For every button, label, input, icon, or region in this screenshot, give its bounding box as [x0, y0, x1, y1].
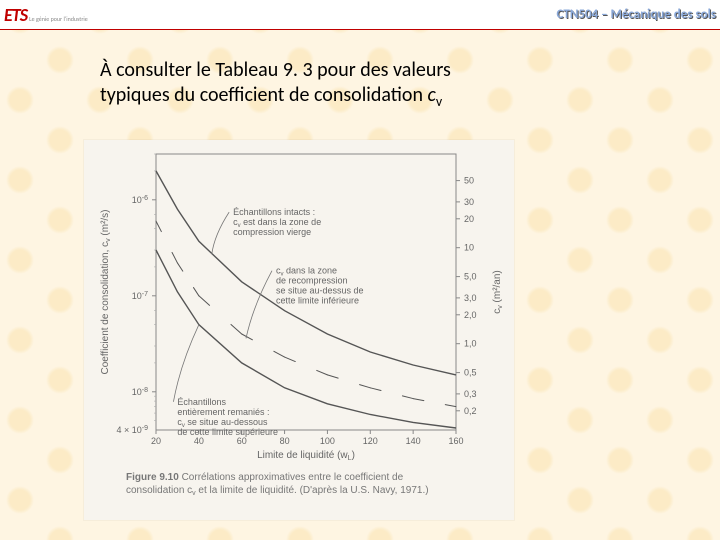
slide-header: ETS Le génie pour l'industrie CTN504 – M… — [0, 0, 720, 30]
svg-text:40: 40 — [194, 436, 204, 446]
svg-text:30: 30 — [464, 197, 474, 207]
svg-text:20: 20 — [151, 436, 161, 446]
svg-text:Limite de liquidité (wL): Limite de liquidité (wL) — [257, 450, 355, 462]
svg-text:20: 20 — [464, 214, 474, 224]
body-line1: À consulter le Tableau 9. 3 pour des val… — [100, 58, 451, 82]
body-text: À consulter le Tableau 9. 3 pour des val… — [100, 58, 600, 111]
svg-text:120: 120 — [363, 436, 378, 446]
ets-logo: ETS Le génie pour l'industrie — [4, 4, 88, 26]
body-line2a: typiques du coefficient de consolidation — [100, 83, 428, 107]
svg-text:0,3: 0,3 — [464, 389, 477, 399]
svg-text:10-6: 10-6 — [132, 195, 148, 205]
logo-tagline: Le génie pour l'industrie — [29, 15, 88, 23]
svg-text:60: 60 — [237, 436, 247, 446]
svg-text:0,2: 0,2 — [464, 406, 477, 416]
svg-text:100: 100 — [320, 436, 335, 446]
svg-text:cv (m²/an): cv (m²/an) — [492, 270, 504, 314]
svg-text:Échantillons: Échantillons — [177, 397, 226, 407]
svg-text:5,0: 5,0 — [464, 272, 477, 282]
svg-text:compression vierge: compression vierge — [233, 227, 311, 237]
svg-text:Figure 9.10 Corrélations appr: Figure 9.10 Corrélations approximatives … — [126, 472, 404, 483]
logo-main: ETS — [4, 4, 27, 26]
svg-text:3,0: 3,0 — [464, 293, 477, 303]
course-title: CTN504 – Mécanique des sols — [556, 7, 716, 22]
figure-panel: 20 40 60 80 100 120 140 160 Limite de liquidité … — [84, 140, 514, 520]
svg-text:Échantillons intacts :: Échantillons intacts : — [233, 207, 315, 217]
svg-text:Coefficient de consolidation,: Coefficient de consolidation, cv (m²/s) — [100, 209, 112, 374]
svg-text:10-8: 10-8 — [132, 387, 148, 397]
svg-text:2,0: 2,0 — [464, 310, 477, 320]
svg-text:160: 160 — [448, 436, 463, 446]
svg-text:de cette limite supérieure: de cette limite supérieure — [177, 427, 278, 437]
svg-text:1,0: 1,0 — [464, 339, 477, 349]
svg-text:10: 10 — [464, 243, 474, 253]
svg-text:50: 50 — [464, 176, 474, 186]
svg-text:entièrement remaniés :: entièrement remaniés : — [177, 407, 269, 417]
svg-text:de recompression: de recompression — [276, 276, 348, 286]
consolidation-chart: 20 40 60 80 100 120 140 160 Limite de liquidité … — [84, 140, 514, 520]
svg-text:4 × 10-9: 4 × 10-9 — [116, 425, 148, 435]
svg-text:se situe au-dessus de: se situe au-dessus de — [276, 286, 364, 296]
body-var: c — [428, 83, 436, 107]
svg-text:80: 80 — [280, 436, 290, 446]
svg-text:consolidation cv et la limite: consolidation cv et la limite de liquidi… — [126, 485, 429, 497]
body-sub: v — [436, 93, 442, 110]
svg-text:140: 140 — [406, 436, 421, 446]
svg-text:cette limite inférieure: cette limite inférieure — [276, 296, 359, 306]
svg-text:10-7: 10-7 — [132, 291, 148, 301]
svg-text:0,5: 0,5 — [464, 368, 477, 378]
